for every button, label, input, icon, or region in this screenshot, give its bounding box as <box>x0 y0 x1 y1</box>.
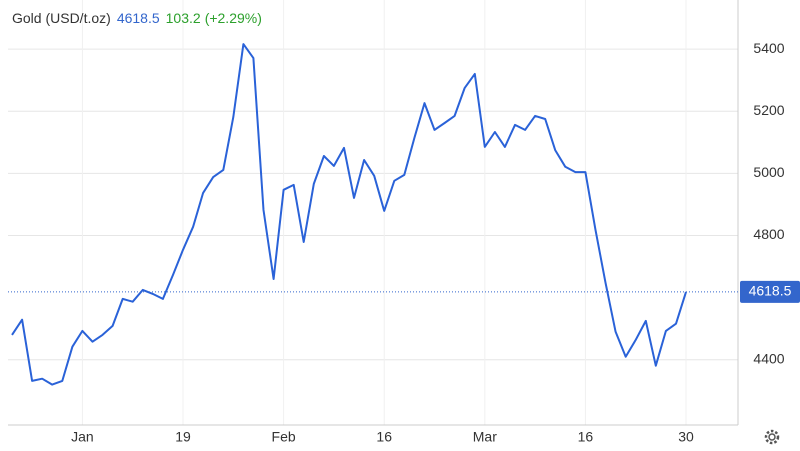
y-tick-label: 5200 <box>753 102 784 118</box>
x-tick-label: Mar <box>473 429 497 445</box>
x-tick-label: 16 <box>376 429 392 445</box>
x-tick-label: 19 <box>175 429 191 445</box>
header: Gold (USD/t.oz) 4618.5 103.2 (+2.29%) <box>12 10 268 26</box>
x-tick-label: 16 <box>578 429 594 445</box>
x-tick-label: 30 <box>678 429 694 445</box>
change: 103.2 <box>165 10 201 26</box>
price-box <box>740 280 800 303</box>
y-tick-label: 4400 <box>753 350 784 366</box>
x-tick-label: Jan <box>71 429 94 445</box>
y-tick-label: 5400 <box>753 40 784 56</box>
settings-icon[interactable] <box>764 429 780 445</box>
price-label: 4618.5 <box>749 283 792 299</box>
price-line <box>11 43 687 386</box>
price: 4618.5 <box>116 10 160 26</box>
change-pct: (+2.29%) <box>204 10 262 26</box>
y-tick-label: 5000 <box>753 164 784 180</box>
x-tick-label: Feb <box>272 429 296 445</box>
title: Gold (USD/t.oz) <box>12 10 111 26</box>
y-tick-label: 4800 <box>753 226 784 242</box>
